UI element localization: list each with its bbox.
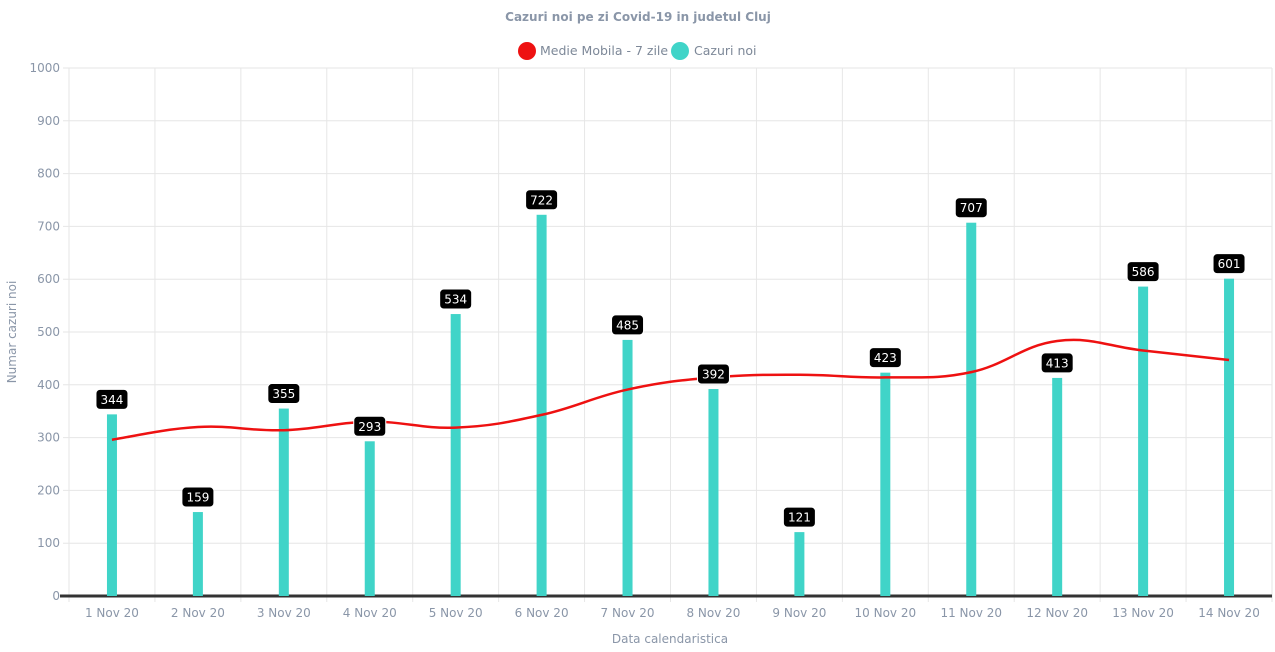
data-label-value: 355 bbox=[272, 387, 295, 401]
legend-item-new-cases[interactable]: Cazuri noi bbox=[671, 42, 757, 60]
data-label-box bbox=[1126, 261, 1160, 283]
chart-title: Cazuri noi pe zi Covid-19 in judetul Clu… bbox=[505, 10, 771, 24]
data-label-box bbox=[95, 388, 129, 410]
data-label: 534 bbox=[439, 288, 473, 310]
y-tick-label: 400 bbox=[37, 378, 60, 392]
data-label-value: 159 bbox=[186, 491, 209, 505]
data-label-value: 586 bbox=[1132, 265, 1155, 279]
line-series bbox=[111, 338, 1230, 441]
data-label-box bbox=[868, 347, 902, 369]
grid bbox=[60, 67, 1273, 602]
data-label: 485 bbox=[611, 314, 645, 336]
bar bbox=[450, 314, 461, 596]
bar bbox=[278, 408, 289, 596]
bar bbox=[536, 214, 547, 596]
y-tick-label: 100 bbox=[37, 536, 60, 550]
data-label-box bbox=[611, 314, 645, 336]
data-label-value: 413 bbox=[1046, 356, 1069, 370]
data-label-value: 293 bbox=[358, 420, 381, 434]
legend-item-moving-average[interactable]: Medie Mobila - 7 zile bbox=[518, 42, 668, 60]
x-tick-label: 9 Nov 20 bbox=[772, 606, 826, 620]
data-label-value: 392 bbox=[702, 368, 725, 382]
data-label-box bbox=[1040, 352, 1074, 374]
x-tick-label: 13 Nov 20 bbox=[1112, 606, 1174, 620]
data-label-box bbox=[181, 486, 215, 508]
x-axis: 1 Nov 20 2 Nov 20 3 Nov 20 4 Nov 20 5 Nov 20… bbox=[85, 606, 1260, 620]
x-tick-label: 14 Nov 20 bbox=[1198, 606, 1260, 620]
data-label-value: 601 bbox=[1218, 257, 1241, 271]
y-tick-label: 600 bbox=[37, 272, 60, 286]
y-tick-label: 700 bbox=[37, 219, 60, 233]
data-label-box bbox=[1212, 253, 1246, 275]
x-tick-label: 3 Nov 20 bbox=[257, 606, 311, 620]
x-tick-label: 11 Nov 20 bbox=[940, 606, 1002, 620]
bar bbox=[106, 414, 117, 596]
data-label-box bbox=[696, 363, 730, 385]
data-label: 586 bbox=[1126, 261, 1160, 283]
data-label-value: 423 bbox=[874, 351, 897, 365]
data-label: 413 bbox=[1040, 352, 1074, 374]
bar bbox=[364, 441, 375, 596]
data-label-value: 485 bbox=[616, 318, 639, 332]
y-tick-label: 800 bbox=[37, 167, 60, 181]
y-tick-label: 500 bbox=[37, 325, 60, 339]
data-label: 293 bbox=[353, 415, 387, 437]
data-label: 344 bbox=[95, 388, 129, 410]
legend-label-moving-average: Medie Mobila - 7 zile bbox=[540, 43, 668, 58]
bar bbox=[192, 512, 203, 596]
bar bbox=[1138, 286, 1149, 596]
legend-label-new-cases: Cazuri noi bbox=[694, 43, 757, 58]
x-tick-label: 6 Nov 20 bbox=[515, 606, 569, 620]
data-label-box bbox=[782, 506, 816, 528]
data-label-value: 534 bbox=[444, 293, 467, 307]
data-label: 707 bbox=[954, 197, 988, 219]
data-label-value: 344 bbox=[101, 393, 124, 407]
x-tick-label: 10 Nov 20 bbox=[855, 606, 917, 620]
bar bbox=[708, 389, 719, 596]
data-label: 392 bbox=[696, 363, 730, 385]
y-axis: 0 100 200 300 400 500 600 700 800 900 1000 bbox=[29, 61, 60, 603]
x-axis-title: Data calendaristica bbox=[612, 632, 728, 646]
y-tick-label: 200 bbox=[37, 483, 60, 497]
legend-marker-new-cases bbox=[671, 42, 689, 60]
data-label-box bbox=[267, 383, 301, 405]
y-tick-label: 0 bbox=[52, 589, 60, 603]
data-label: 601 bbox=[1212, 253, 1246, 275]
x-tick-label: 12 Nov 20 bbox=[1026, 606, 1088, 620]
data-label-value: 707 bbox=[960, 201, 983, 215]
data-label-value: 722 bbox=[530, 193, 553, 207]
bar-series bbox=[106, 214, 1235, 597]
data-label-value: 121 bbox=[788, 511, 811, 525]
data-label-box bbox=[525, 189, 559, 211]
x-tick-label: 7 Nov 20 bbox=[601, 606, 655, 620]
data-labels: 344 159 355 293 534 722 485 392 121 423 707 413 586 6… bbox=[95, 189, 1246, 528]
x-tick-label: 5 Nov 20 bbox=[429, 606, 483, 620]
data-label-box bbox=[954, 197, 988, 219]
data-label-box bbox=[353, 415, 387, 437]
bar bbox=[880, 372, 891, 596]
bar bbox=[622, 339, 633, 596]
data-label: 355 bbox=[267, 383, 301, 405]
y-tick-label: 1000 bbox=[29, 61, 60, 75]
data-label: 121 bbox=[782, 506, 816, 528]
x-tick-label: 4 Nov 20 bbox=[343, 606, 397, 620]
legend: Medie Mobila - 7 zile Cazuri noi bbox=[518, 42, 757, 60]
x-tick-label: 2 Nov 20 bbox=[171, 606, 225, 620]
bar bbox=[794, 532, 805, 596]
legend-marker-moving-average bbox=[518, 42, 536, 60]
x-tick-label: 1 Nov 20 bbox=[85, 606, 139, 620]
y-tick-label: 300 bbox=[37, 431, 60, 445]
x-tick-label: 8 Nov 20 bbox=[686, 606, 740, 620]
data-label: 423 bbox=[868, 347, 902, 369]
bar bbox=[966, 222, 977, 597]
data-label: 159 bbox=[181, 486, 215, 508]
y-axis-title: Numar cazuri noi bbox=[5, 281, 19, 384]
data-label: 722 bbox=[525, 189, 559, 211]
data-label-box bbox=[439, 288, 473, 310]
bar bbox=[1224, 278, 1235, 596]
y-tick-label: 900 bbox=[37, 114, 60, 128]
moving-average-line bbox=[111, 338, 1230, 441]
bar bbox=[1052, 377, 1063, 596]
